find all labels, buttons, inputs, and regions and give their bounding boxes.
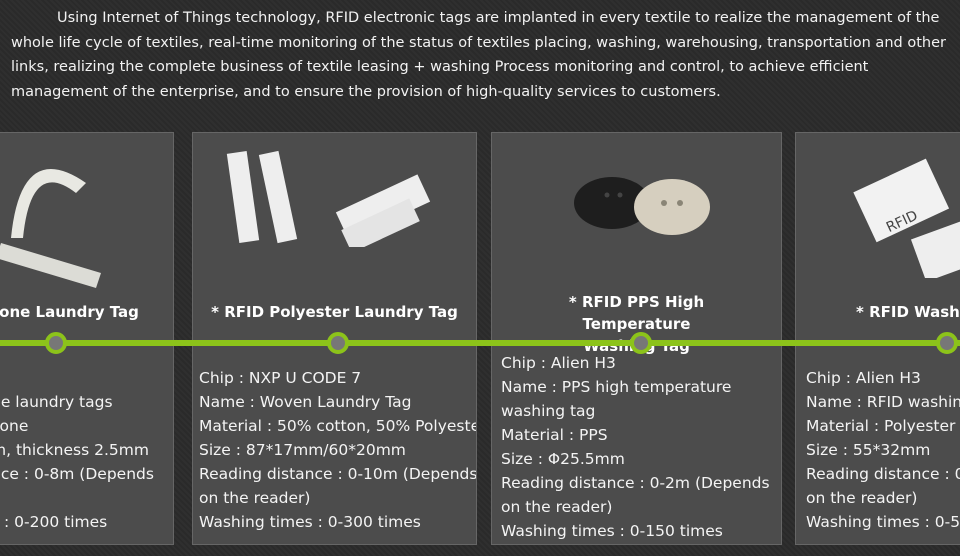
card-title: icone Laundry Tag bbox=[0, 303, 139, 321]
washing-tag-image: RFID bbox=[853, 158, 960, 278]
pps-button-tag-image bbox=[574, 177, 710, 235]
intro-paragraph: Using Internet of Things technology, RFI… bbox=[11, 10, 946, 100]
card-specs: Chip : Alien H3 Name : RFID washin Materia… bbox=[806, 369, 960, 531]
card-specs: Chip : Alien H3 Name : PPS high temperatu… bbox=[501, 354, 770, 540]
polyester-tag-image bbox=[226, 150, 431, 247]
silicone-tag-image bbox=[0, 169, 101, 288]
card-title: * RFID Polyester Laundry Tag bbox=[211, 303, 458, 321]
timeline-dot[interactable] bbox=[327, 332, 349, 354]
product-card-washing[interactable]: RFID * RFID Wash Chip : Alien H3 Name : R… bbox=[795, 132, 960, 545]
timeline-dot[interactable] bbox=[630, 332, 652, 354]
card-specs: 3ne laundry tagsconem, thickness 2.5mmnc… bbox=[0, 369, 154, 531]
card-title: * RFID Wash bbox=[856, 303, 960, 321]
card-specs: Chip : NXP U CODE 7 Name : Woven Laundry … bbox=[199, 369, 477, 531]
product-card-silicone[interactable]: icone Laundry Tag 3ne laundry tagsconem,… bbox=[0, 132, 174, 545]
timeline-dot[interactable] bbox=[45, 332, 67, 354]
timeline-line bbox=[0, 340, 960, 346]
timeline-dot[interactable] bbox=[936, 332, 958, 354]
